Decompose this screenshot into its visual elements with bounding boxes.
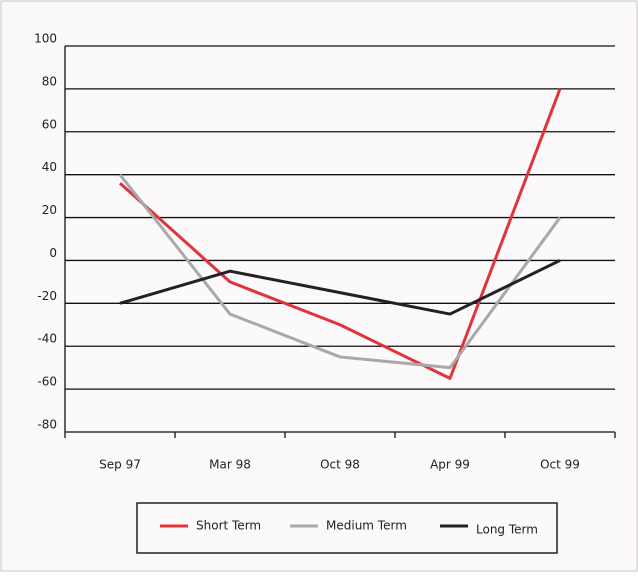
- y-tick-label: -80: [37, 418, 57, 432]
- y-tick-label: -60: [37, 375, 57, 389]
- legend-label: Short Term: [196, 519, 261, 533]
- series-line: [118, 88, 562, 380]
- y-tick-label: 0: [49, 246, 57, 260]
- legend-box: [136, 502, 558, 554]
- legend-label: Long Term: [476, 523, 538, 537]
- y-tick-label: 20: [42, 203, 57, 217]
- legend-label: Medium Term: [326, 519, 407, 533]
- x-tick-label: Oct 99: [540, 458, 580, 472]
- x-tick-label: Apr 99: [430, 458, 470, 472]
- y-tick-label: 80: [42, 74, 57, 88]
- x-tick-label: Oct 98: [320, 458, 360, 472]
- y-tick-label: 100: [34, 32, 57, 46]
- y-tick-label: -20: [37, 289, 57, 303]
- x-tick-label: Sep 97: [99, 458, 141, 472]
- y-tick-label: 40: [42, 160, 57, 174]
- y-tick-label: 60: [42, 117, 57, 131]
- y-tick-label: -40: [37, 332, 57, 346]
- series-line: [118, 173, 562, 370]
- series-line: [119, 259, 561, 316]
- x-tick-label: Mar 98: [209, 458, 251, 472]
